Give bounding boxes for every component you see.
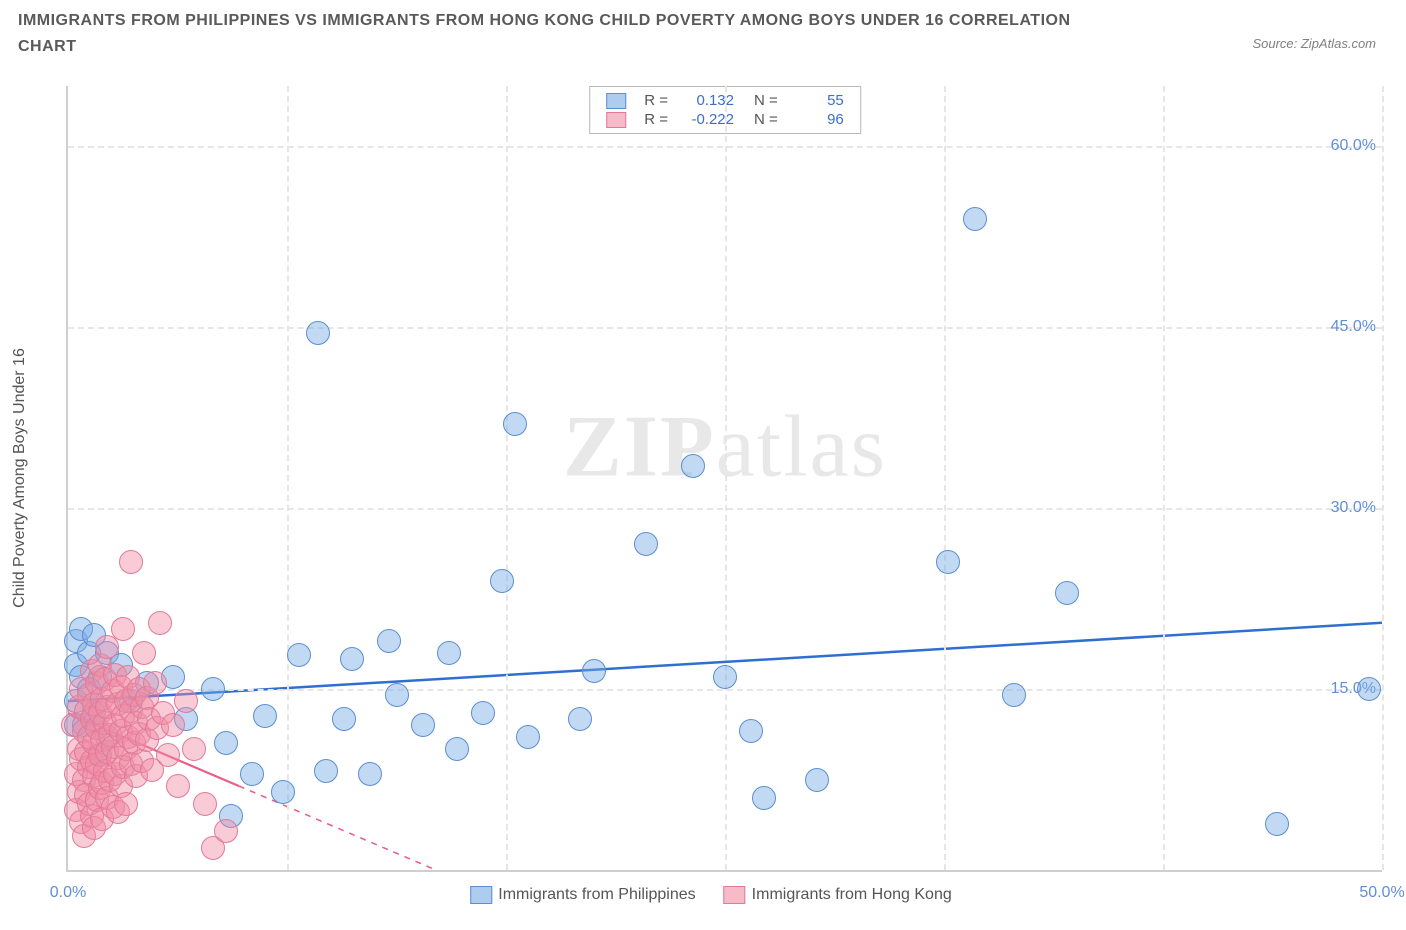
data-point: [490, 569, 514, 593]
data-point: [752, 786, 776, 810]
data-point: [739, 719, 763, 743]
data-point: [314, 759, 338, 783]
data-point: [240, 762, 264, 786]
data-point: [471, 701, 495, 725]
legend-r-value: 0.132: [674, 91, 740, 110]
data-point: [114, 792, 138, 816]
legend-r-label: R =: [638, 91, 674, 110]
plot-region: ZIPatlas R =0.132N =55R =-0.222N =96 Imm…: [66, 86, 1382, 872]
chart-title: IMMIGRANTS FROM PHILIPPINES VS IMMIGRANT…: [18, 8, 1118, 59]
data-point: [385, 683, 409, 707]
legend-series: Immigrants from Philippines Immigrants fr…: [470, 886, 979, 904]
data-point: [161, 713, 185, 737]
chart-area: Child Poverty Among Boys Under 16 ZIPatl…: [50, 86, 1380, 870]
data-point: [156, 743, 180, 767]
data-point: [681, 454, 705, 478]
data-point: [445, 737, 469, 761]
y-tick-label: 30.0%: [1331, 499, 1376, 517]
data-point: [148, 611, 172, 635]
legend-swatch: [606, 93, 626, 109]
data-point: [411, 713, 435, 737]
legend-n-value: 96: [784, 110, 850, 129]
data-point: [340, 647, 364, 671]
data-point: [111, 617, 135, 641]
data-point: [132, 641, 156, 665]
data-point: [214, 819, 238, 843]
data-point: [437, 641, 461, 665]
data-point: [805, 768, 829, 792]
data-point: [119, 550, 143, 574]
data-point: [332, 707, 356, 731]
data-point: [963, 207, 987, 231]
y-tick-label: 45.0%: [1331, 318, 1376, 336]
header: IMMIGRANTS FROM PHILIPPINES VS IMMIGRANT…: [0, 0, 1406, 59]
gridline-v: [1163, 86, 1165, 870]
data-point: [271, 780, 295, 804]
x-tick-label: 50.0%: [1359, 884, 1404, 902]
data-point: [582, 659, 606, 683]
data-point: [1357, 677, 1381, 701]
data-point: [568, 707, 592, 731]
data-point: [1002, 683, 1026, 707]
legend-n-value: 55: [784, 91, 850, 110]
y-axis-title: Child Poverty Among Boys Under 16: [11, 348, 29, 608]
data-point: [1265, 812, 1289, 836]
legend-series-label: Immigrants from Hong Kong: [752, 886, 952, 903]
gridline-v: [725, 86, 727, 870]
data-point: [306, 321, 330, 345]
data-point: [358, 762, 382, 786]
data-point: [143, 671, 167, 695]
legend-n-label: N =: [740, 91, 784, 110]
legend-swatch: [724, 886, 746, 904]
data-point: [936, 550, 960, 574]
data-point: [182, 737, 206, 761]
data-point: [516, 725, 540, 749]
legend-swatch: [606, 112, 626, 128]
data-point: [201, 677, 225, 701]
data-point: [287, 643, 311, 667]
source-attribution: Source: ZipAtlas.com: [1252, 8, 1388, 51]
legend-swatch: [470, 886, 492, 904]
legend-r-label: R =: [638, 110, 674, 129]
data-point: [166, 774, 190, 798]
data-point: [214, 731, 238, 755]
data-point: [193, 792, 217, 816]
data-point: [174, 689, 198, 713]
data-point: [1055, 581, 1079, 605]
legend-series-label: Immigrants from Philippines: [498, 886, 695, 903]
gridline-v: [506, 86, 508, 870]
gridline-v: [287, 86, 289, 870]
data-point: [253, 704, 277, 728]
data-point: [503, 412, 527, 436]
y-tick-label: 60.0%: [1331, 137, 1376, 155]
gridline-v: [1382, 86, 1384, 870]
data-point: [713, 665, 737, 689]
legend-n-label: N =: [740, 110, 784, 129]
gridline-v: [944, 86, 946, 870]
x-tick-label: 0.0%: [50, 884, 86, 902]
data-point: [377, 629, 401, 653]
data-point: [634, 532, 658, 556]
legend-r-value: -0.222: [674, 110, 740, 129]
